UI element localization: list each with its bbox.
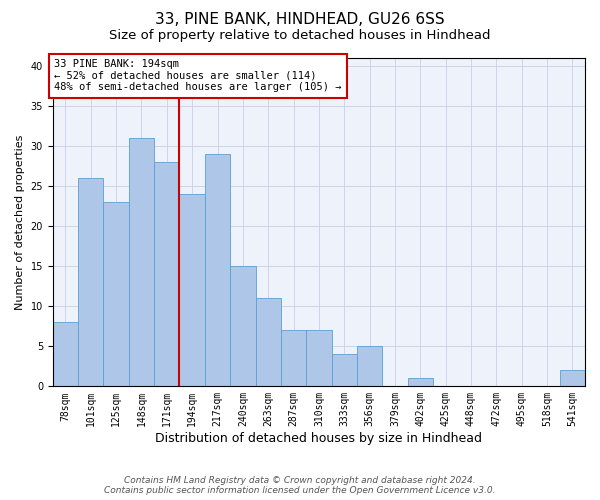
Text: 33 PINE BANK: 194sqm
← 52% of detached houses are smaller (114)
48% of semi-deta: 33 PINE BANK: 194sqm ← 52% of detached h…: [54, 59, 341, 92]
Bar: [179, 194, 205, 386]
Bar: [281, 330, 306, 386]
Bar: [230, 266, 256, 386]
Bar: [306, 330, 332, 386]
Bar: [129, 138, 154, 386]
Bar: [407, 378, 433, 386]
X-axis label: Distribution of detached houses by size in Hindhead: Distribution of detached houses by size …: [155, 432, 482, 445]
Bar: [560, 370, 585, 386]
Bar: [53, 322, 78, 386]
Bar: [256, 298, 281, 386]
Y-axis label: Number of detached properties: Number of detached properties: [15, 134, 25, 310]
Bar: [154, 162, 179, 386]
Text: 33, PINE BANK, HINDHEAD, GU26 6SS: 33, PINE BANK, HINDHEAD, GU26 6SS: [155, 12, 445, 28]
Text: Size of property relative to detached houses in Hindhead: Size of property relative to detached ho…: [109, 29, 491, 42]
Bar: [78, 178, 103, 386]
Bar: [205, 154, 230, 386]
Text: Contains HM Land Registry data © Crown copyright and database right 2024.
Contai: Contains HM Land Registry data © Crown c…: [104, 476, 496, 495]
Bar: [332, 354, 357, 386]
Bar: [103, 202, 129, 386]
Bar: [357, 346, 382, 387]
